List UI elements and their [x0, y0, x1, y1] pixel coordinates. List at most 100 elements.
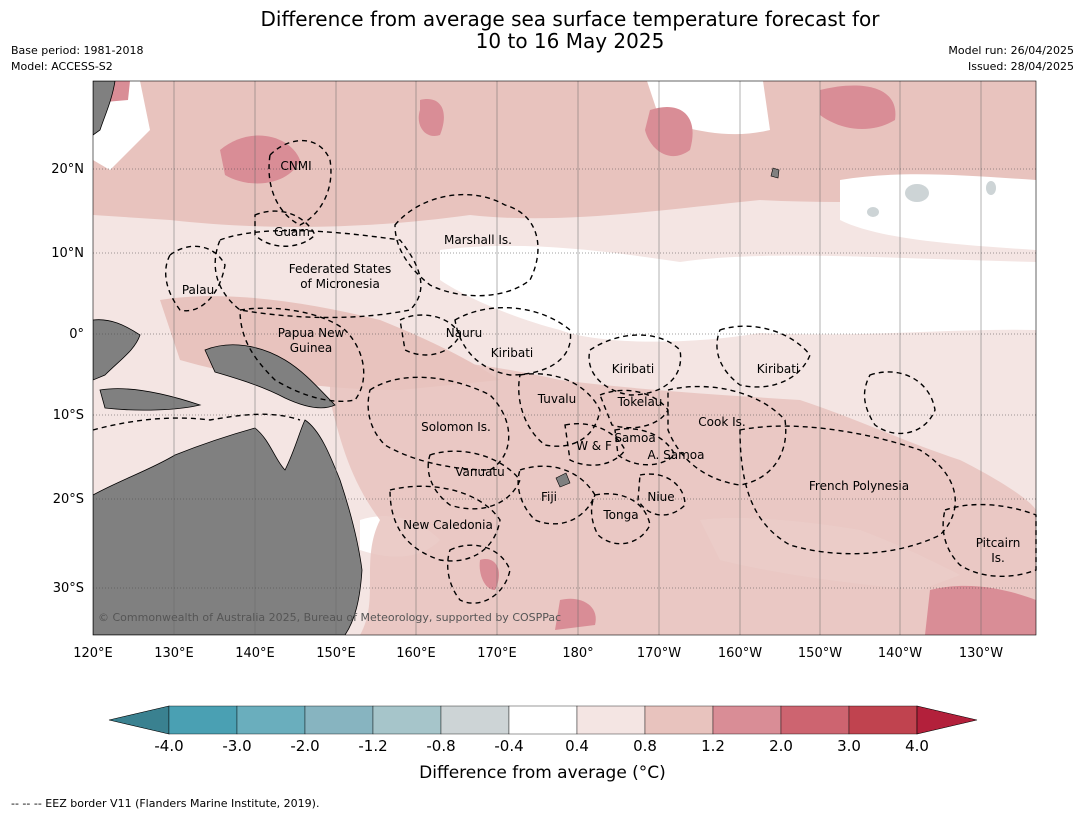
eez-nauru	[399, 314, 461, 356]
base-period: Base period: 1981-2018	[11, 44, 144, 57]
anomaly-cold-blobs	[867, 181, 996, 217]
eez-marquesas	[863, 371, 936, 435]
place-label: Nauru	[446, 326, 482, 340]
place-label: Kiribati	[491, 346, 533, 360]
eez-micronesia	[214, 229, 422, 319]
title-line-1: Difference from average sea surface temp…	[260, 7, 880, 31]
place-label: Palau	[182, 283, 214, 297]
lat-label: 20°N	[51, 162, 84, 177]
lon-label: 130°E	[154, 646, 194, 661]
lon-label: 150°W	[798, 646, 842, 661]
eez-marshall	[394, 193, 539, 297]
place-label: CNMI	[280, 159, 311, 173]
lon-label: 120°E	[73, 646, 113, 661]
title-line-2: 10 to 16 May 2025	[475, 29, 665, 53]
colorbar-tick-label: -0.8	[426, 737, 455, 755]
meta-left: Base period: 1981-2018 Model: ACCESS-S2	[11, 43, 143, 75]
colorbar-tick-label: 1.2	[701, 737, 725, 755]
cold-blob	[905, 184, 929, 202]
issued-date: Issued: 28/04/2025	[967, 60, 1074, 73]
colorbar-segment	[644, 705, 714, 735]
map-frame	[92, 80, 1037, 636]
colorbar-segment	[304, 705, 374, 735]
place-label: New Caledonia	[403, 518, 493, 532]
place-label: Pitcairn	[976, 536, 1021, 550]
longitude-gridlines	[173, 81, 982, 635]
place-label: Niue	[647, 490, 674, 504]
place-label: of Micronesia	[300, 277, 380, 291]
eez-australia-north	[92, 413, 301, 431]
place-label: Kiribati	[612, 362, 654, 376]
land-fiji	[555, 472, 571, 488]
lon-label: 140°E	[235, 646, 275, 661]
lon-label: 150°E	[316, 646, 356, 661]
colorbar-segment	[508, 705, 578, 735]
lat-label: 10°N	[51, 246, 84, 261]
place-label: A. Samoa	[648, 448, 705, 462]
anomaly-south-warm	[330, 359, 1036, 635]
eez-samoa	[614, 428, 676, 466]
lat-label: 0°	[69, 327, 84, 342]
colorbar-tick-label: -4.0	[154, 737, 183, 755]
cold-blob	[867, 207, 879, 217]
colorbar-tick-label: 3.0	[837, 737, 861, 755]
place-label: Cook Is.	[698, 415, 745, 429]
colorbar-segment	[576, 705, 646, 735]
map-area	[93, 81, 1036, 635]
eez-pitcairn	[942, 503, 1037, 578]
eez-guam	[254, 210, 316, 247]
eez-png	[239, 307, 365, 402]
eez-tokelau	[599, 389, 669, 429]
colorbar-label: Difference from average (°C)	[419, 763, 666, 783]
land-islands	[99, 388, 202, 411]
place-label: French Polynesia	[809, 479, 909, 493]
eez-borders	[92, 139, 1037, 604]
land-philippines	[93, 81, 116, 136]
place-label: Solomon Is.	[421, 420, 491, 434]
eez-palau	[164, 245, 226, 312]
colorbar-tick-label: -1.2	[358, 737, 387, 755]
place-label: Marshall Is.	[444, 233, 512, 247]
colorbar-tick-label: 4.0	[905, 737, 929, 755]
warm-blob	[820, 85, 896, 130]
colorbar-segment	[780, 705, 850, 735]
colorbar-tick-label: 0.4	[565, 737, 589, 755]
lon-label: 160°W	[718, 646, 762, 661]
place-label: Federated States	[289, 262, 391, 276]
lat-label: 10°S	[53, 408, 84, 423]
colorbar-segment	[848, 705, 918, 735]
place-label: Papua New	[278, 326, 345, 340]
anomaly-white-ne	[840, 174, 1036, 250]
eez-kiribati-west	[454, 306, 572, 376]
place-label: Is.	[991, 551, 1005, 565]
copyright-notice: © Commonwealth of Australia 2025, Bureau…	[98, 611, 561, 624]
map-title: Difference from average sea surface temp…	[0, 8, 1085, 52]
colorbar-tick-label: -3.0	[222, 737, 251, 755]
lat-label: 20°S	[53, 492, 84, 507]
warm-blob	[925, 585, 1036, 635]
colorbar-tick-label: 2.0	[769, 737, 793, 755]
lon-label: 130°W	[959, 646, 1003, 661]
place-label: Tokelau	[617, 395, 663, 409]
lat-label: 30°S	[53, 581, 84, 596]
anomaly-white-equator	[440, 245, 1036, 342]
eez-solomon	[367, 376, 510, 471]
colorbar: -4.0 -3.0 -2.0 -1.2 -0.8 -0.4 0.4 0.8 1.2 2.0 3.0 4…	[108, 705, 978, 755]
colorbar-segment	[236, 705, 306, 735]
eez-fiji	[517, 465, 596, 525]
eez-kiribati-central	[588, 334, 682, 396]
warm-blob	[418, 99, 444, 136]
colorbar-tick-label: -2.0	[290, 737, 319, 755]
eez-french-polynesia	[739, 425, 956, 555]
colorbar-segment	[372, 705, 442, 735]
eez-cnmi	[268, 139, 332, 226]
colorbar-max-extend	[916, 705, 978, 735]
place-label: Fiji	[541, 490, 557, 504]
meta-right: Model run: 26/04/2025 Issued: 28/04/2025	[948, 43, 1074, 75]
lon-label: 170°W	[637, 646, 681, 661]
place-label: W & F	[576, 439, 612, 453]
warm-blob	[645, 106, 693, 157]
eez-norfolk	[447, 544, 511, 604]
colorbar-tick-label: -0.4	[494, 737, 523, 755]
